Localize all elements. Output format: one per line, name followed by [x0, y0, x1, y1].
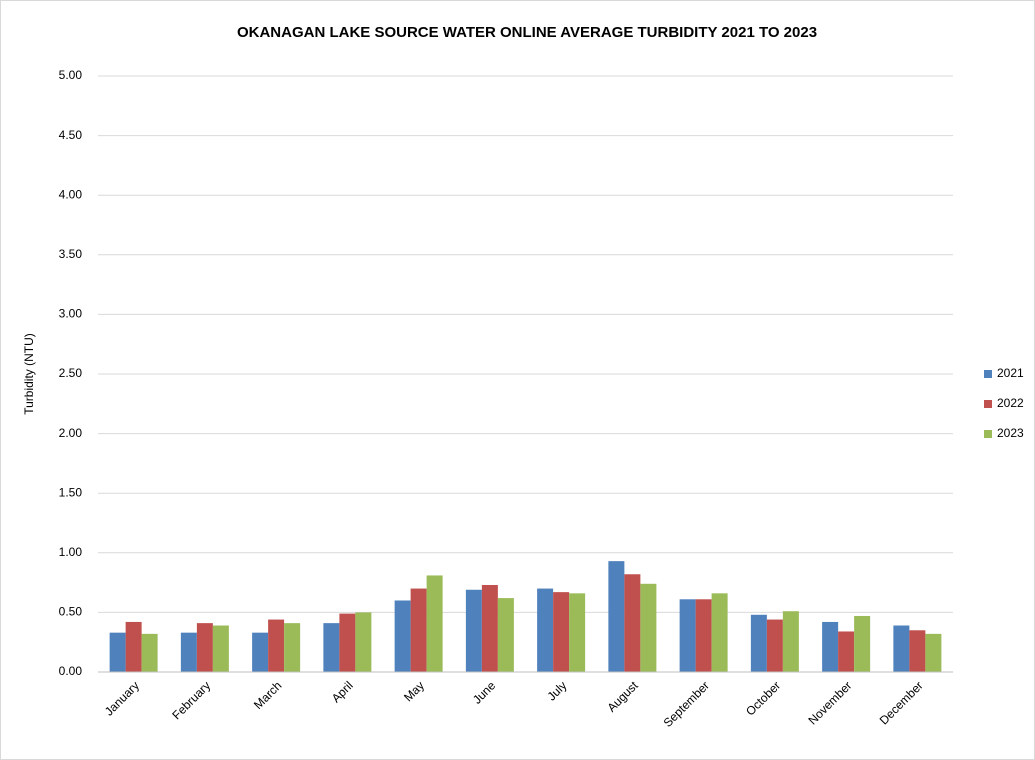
bar [426, 575, 443, 672]
bar [537, 588, 554, 672]
legend-swatch [984, 430, 992, 438]
bar [553, 592, 570, 672]
y-tick-label: 3.50 [59, 247, 83, 261]
bar [822, 621, 839, 672]
bar [394, 600, 411, 672]
bar [782, 611, 799, 672]
y-tick-label: 2.50 [59, 366, 83, 380]
bar [355, 612, 372, 672]
bar [284, 623, 301, 672]
chart-title: OKANAGAN LAKE SOURCE WATER ONLINE AVERAG… [237, 24, 817, 41]
bar [893, 625, 910, 672]
legend-label: 2022 [997, 396, 1024, 410]
y-axis-label: Turbidity (NTU) [22, 333, 36, 415]
bar [624, 574, 641, 672]
bar [766, 619, 783, 672]
bar [339, 613, 356, 672]
y-tick-label: 1.00 [59, 545, 83, 559]
y-tick-label: 0.00 [59, 664, 83, 678]
legend-label: 2023 [997, 426, 1024, 440]
bar [854, 615, 871, 672]
bar [750, 614, 767, 672]
bar [640, 583, 657, 672]
legend-swatch [984, 370, 992, 378]
legend-label: 2021 [997, 366, 1024, 380]
y-tick-label: 4.00 [59, 187, 83, 201]
legend-swatch [984, 400, 992, 408]
bar [838, 631, 855, 672]
bar [679, 599, 696, 672]
y-tick-label: 2.00 [59, 426, 83, 440]
bar [410, 588, 427, 672]
y-tick-label: 5.00 [59, 68, 83, 82]
bar [323, 623, 340, 672]
bar [497, 598, 514, 672]
bar [109, 632, 126, 672]
y-tick-label: 0.50 [59, 605, 83, 619]
bar [268, 619, 285, 672]
bar [569, 593, 586, 672]
bar [141, 633, 158, 672]
bar [212, 625, 229, 672]
bar [925, 633, 942, 672]
bar [695, 599, 712, 672]
bar [608, 561, 625, 672]
bar [125, 621, 142, 672]
y-tick-label: 1.50 [59, 485, 83, 499]
y-tick-label: 4.50 [59, 128, 83, 142]
bar [909, 630, 926, 672]
bar [481, 584, 498, 672]
bar [180, 632, 197, 672]
bar [252, 632, 269, 672]
bar [196, 623, 213, 672]
bar [465, 589, 482, 672]
y-tick-label: 3.00 [59, 307, 83, 321]
bar [711, 593, 728, 672]
